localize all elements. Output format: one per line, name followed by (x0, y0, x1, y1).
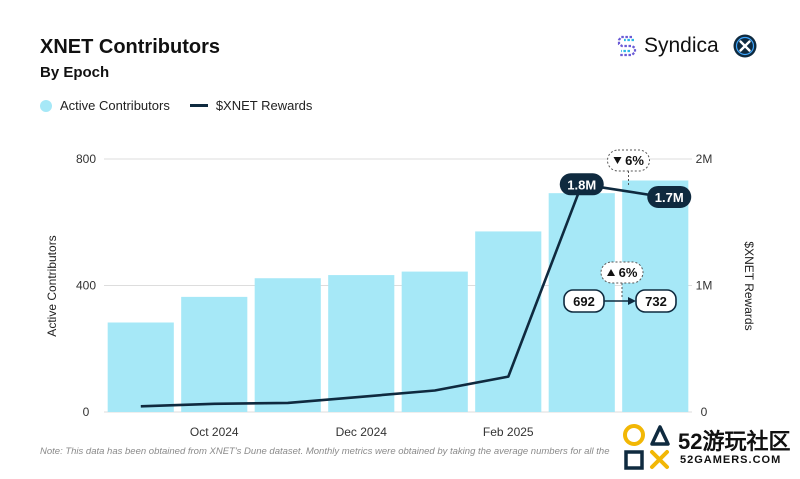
brand-name: Syndica (644, 34, 719, 57)
right-tick-label: 0 (701, 405, 708, 419)
contributor-label: 732 (645, 294, 667, 309)
bar (475, 231, 542, 412)
legend-line-label: $XNET Rewards (215, 98, 313, 113)
x-tick-label: Dec 2024 (336, 425, 388, 439)
down-triangle-icon (613, 157, 622, 164)
right-axis-title: $XNET Rewards (742, 241, 756, 330)
watermark: 52游玩社区 52GAMERS.COM (620, 420, 798, 476)
left-tick-label: 800 (76, 152, 96, 166)
x-token-icon (733, 34, 757, 58)
reward-label: 1.7M (655, 190, 684, 205)
bar (254, 278, 321, 412)
right-tick-label: 2M (696, 152, 713, 166)
chart-title: XNET Contributors (40, 36, 220, 58)
bar (328, 275, 395, 412)
up-triangle-icon (607, 269, 615, 276)
reward-change-label: 6% (625, 153, 644, 168)
x-tick-label: Oct 2024 (190, 425, 239, 439)
legend-bars-label: Active Contributors (60, 98, 170, 113)
left-tick-label: 0 (83, 405, 90, 419)
legend-line-swatch (189, 104, 208, 107)
left-tick-label: 400 (76, 279, 96, 293)
rewards-line (140, 183, 664, 408)
footnote: Note: This data has been obtained from X… (40, 446, 610, 457)
reward-label-pill (559, 173, 604, 196)
left-axis-title: Active Contributors (45, 235, 59, 336)
contributor-label: 692 (573, 294, 595, 309)
x-tick-label: Feb 2025 (483, 425, 534, 439)
chart-subtitle: By Epoch (40, 64, 110, 81)
brand: Syndica (616, 34, 757, 58)
gamepad-symbols-icon (623, 424, 670, 470)
bar (181, 296, 248, 412)
watermark-url: 52GAMERS.COM (680, 454, 782, 466)
watermark-title: 52游玩社区 (678, 429, 791, 454)
reward-label: 1.8M (567, 177, 596, 192)
reward-label-pill (647, 185, 692, 208)
arrow-right-icon (628, 297, 636, 305)
bar (107, 322, 174, 412)
legend-bar-swatch (40, 99, 52, 112)
right-tick-label: 1M (696, 279, 713, 293)
contributor-change-label: 6% (619, 265, 638, 280)
bar (401, 271, 468, 412)
syndica-logo-icon (617, 35, 637, 57)
legend: Active Contributors $XNET Rewards (40, 98, 312, 113)
